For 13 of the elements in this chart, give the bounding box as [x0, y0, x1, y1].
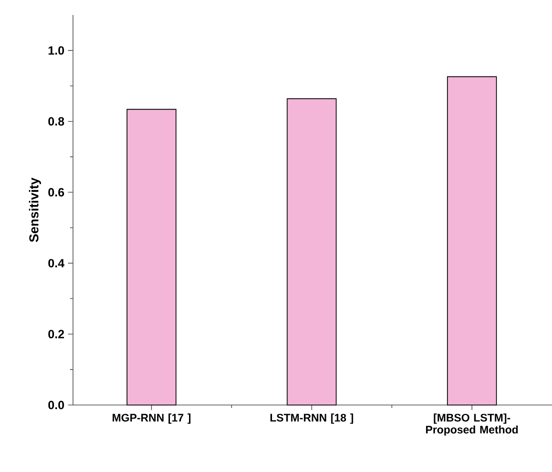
y-tick-label: 0.6 — [48, 188, 64, 196]
y-tick-label: 0.2 — [48, 330, 64, 338]
y-axis-title: Sensitivity — [28, 178, 42, 242]
y-tick-label: 1.0 — [48, 46, 64, 55]
bar — [126, 108, 176, 406]
x-tick-label: [MBSO LSTM]-Proposed Method — [426, 414, 518, 436]
x-tick-label: MGP-RNN [17 ] — [112, 414, 190, 424]
y-tick-label: 0.8 — [48, 117, 64, 126]
y-tick-label: 0.0 — [48, 400, 64, 410]
x-tick-label: LSTM-RNN [18 ] — [270, 414, 354, 424]
bar — [447, 76, 497, 406]
y-tick-label: 0.4 — [48, 258, 64, 268]
bar — [286, 98, 337, 406]
